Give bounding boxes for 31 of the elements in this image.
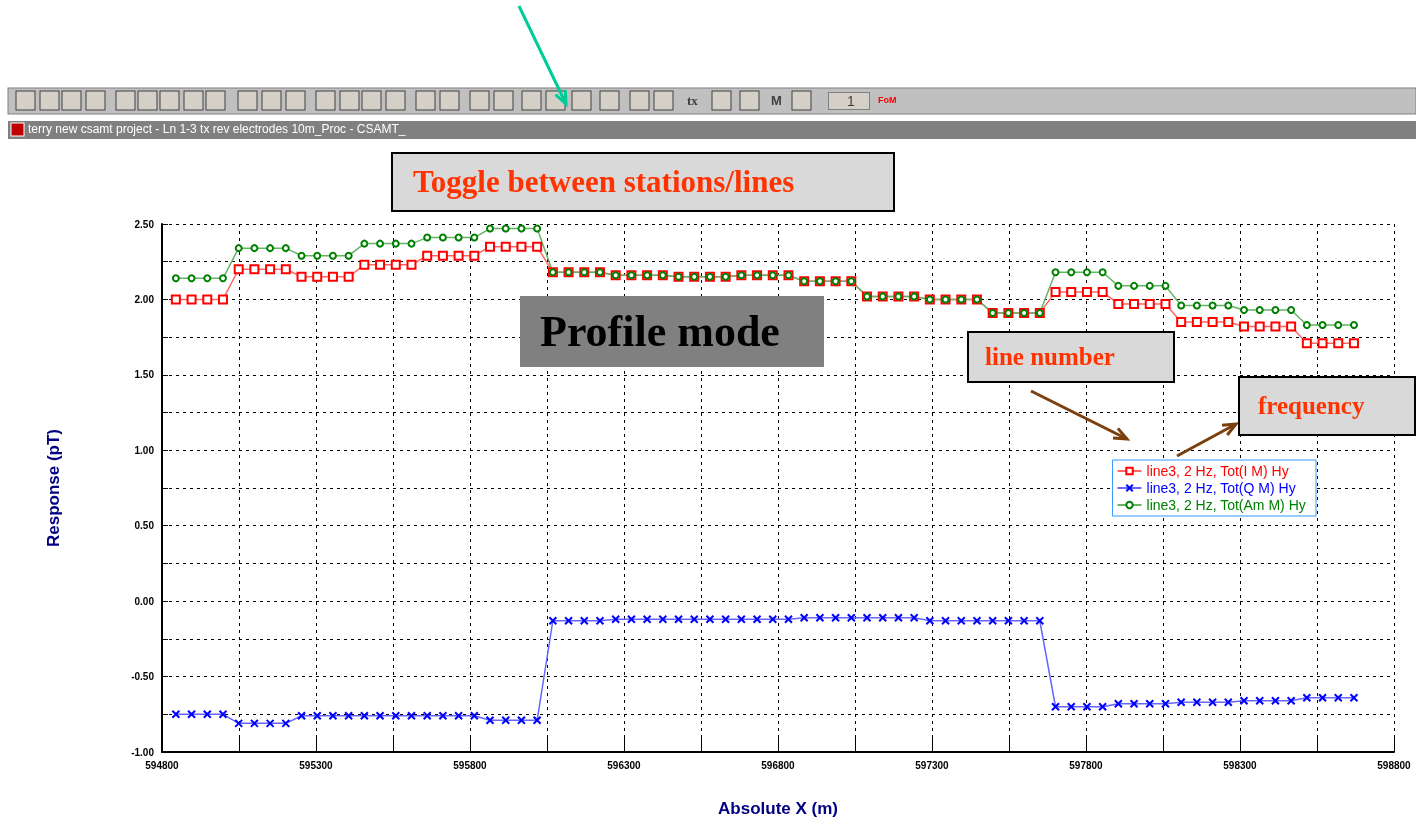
y-tick-label: 0.50 [134,520,155,532]
legend-label: line3, 2 Hz, Tot(Am M) Hy [1146,497,1306,513]
text: terry new csamt project - Ln 1-3 tx rev electrodes 10m_Proc - CSAMT_ [28,122,406,136]
x-axis-title: Absolute X (m) [718,799,838,818]
annotation: line number [967,331,1175,383]
y-tick-label: 1.00 [134,444,155,456]
text: tx [687,93,698,109]
text: 1 [828,92,870,110]
text: Toggle between stations/lines [391,152,895,212]
text: M [771,93,782,108]
y-tick-label: -1.00 [131,746,155,758]
y-tick-label: 1.50 [134,369,155,381]
y-tick-label: 0.00 [134,595,155,607]
x-tick-label: 598800 [1377,759,1412,771]
x-tick-label: 596300 [607,759,642,771]
annotation: Profile mode [520,296,824,367]
x-tick-label: 596800 [761,759,796,771]
x-tick-label: 597300 [915,759,950,771]
legend-label: line3, 2 Hz, Tot(Q M) Hy [1146,480,1296,496]
x-tick-label: 595800 [453,759,488,771]
y-axis-title: Response (pT) [44,428,63,548]
x-tick-label: 594800 [145,759,180,771]
x-tick-label: 595300 [299,759,334,771]
legend-label: line3, 2 Hz, Tot(I M) Hy [1146,463,1289,479]
y-tick-label: -0.50 [131,671,155,683]
y-tick-label: 2.00 [134,293,155,305]
x-tick-label: 597800 [1069,759,1104,771]
annotation: frequency [1238,376,1416,436]
x-tick-label: 598300 [1223,759,1258,771]
y-tick-label: 2.50 [134,218,155,230]
text: FoM [878,95,897,105]
